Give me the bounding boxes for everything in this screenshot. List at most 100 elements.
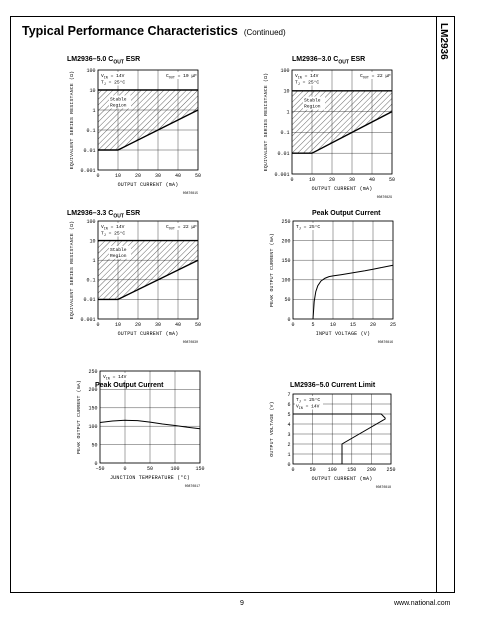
figure-code: 00870816 (378, 340, 393, 344)
y-axis-label: PEAK OUTPUT CURRENT (mA) (269, 233, 275, 307)
x-tick-label: 10 (330, 322, 336, 328)
annotation-bg (102, 373, 130, 380)
x-tick-label: 40 (175, 322, 181, 328)
x-tick-label: 0 (96, 322, 99, 328)
annotation-bg (165, 223, 197, 230)
lower-boundary (292, 110, 393, 154)
x-tick-label: 20 (135, 322, 141, 328)
annotation: TJ = 25°C (295, 80, 319, 87)
y-tick-label: 0.001 (80, 317, 95, 323)
x-tick-label: 25 (390, 322, 396, 328)
region-label-bg (109, 95, 131, 109)
region-label: Stable (110, 96, 127, 102)
series-line (312, 264, 394, 320)
region-label-bg (109, 245, 131, 259)
y-tick-label: 0.001 (274, 172, 289, 178)
annotation-bg (295, 223, 323, 230)
y-tick-label: 100 (86, 219, 95, 225)
section-title: Typical Performance Characteristics (Cont… (22, 24, 286, 38)
annotation: TJ = 25°C (101, 231, 125, 238)
annotation-bg (100, 78, 128, 86)
region-label: Region (110, 253, 127, 259)
annotation-right: COUT = 10 μF (166, 73, 197, 80)
x-tick-label: 10 (115, 173, 121, 179)
chart-title-4: Peak Output Current (312, 210, 381, 217)
y-tick-label: 4 (287, 422, 290, 428)
x-tick-label: 250 (386, 467, 395, 473)
annotation-bg (294, 78, 322, 86)
annotation-bg (100, 223, 128, 230)
y-tick-label: 6 (287, 402, 290, 408)
chart-title-3: LM2936–3.3 COUT ESR (67, 210, 141, 220)
figure-code: 00870829 (377, 195, 392, 199)
y-tick-label: 0.1 (86, 128, 95, 134)
y-tick-label: 1 (287, 452, 290, 458)
region-label-bg (303, 96, 325, 110)
x-tick-label: 50 (195, 173, 201, 179)
plot-frame (97, 69, 199, 171)
y-tick-label: 0.001 (80, 168, 95, 174)
side-tab: LM2936 (437, 16, 455, 593)
chart-title-6: LM2936–5.0 Current Limit (290, 382, 376, 389)
x-tick-label: 0 (291, 322, 294, 328)
x-tick-label: 20 (329, 177, 335, 183)
x-tick-label: −50 (95, 466, 104, 472)
y-tick-label: 1 (286, 109, 289, 115)
figure-code: 00870830 (183, 340, 198, 344)
plot-frame (292, 220, 394, 320)
plot-frame (291, 69, 393, 175)
chart-title-2: LM2936–3.0 COUT ESR (292, 56, 366, 66)
annotation: TJ = 25°C (101, 80, 125, 87)
annotation: VIN = 14V (103, 374, 127, 381)
x-axis-label: OUTPUT CURRENT (mA) (118, 331, 179, 337)
y-tick-label: 250 (281, 219, 290, 225)
y-tick-label: 150 (88, 406, 97, 412)
annotation-bg (295, 402, 323, 410)
region-label: Stable (110, 247, 127, 253)
x-tick-label: 100 (170, 466, 179, 472)
section-title-text: Typical Performance Characteristics (22, 24, 238, 38)
annotation: VIN = 14V (101, 224, 125, 231)
y-tick-label: 100 (86, 68, 95, 74)
annotation: VIN = 14V (101, 73, 125, 80)
y-tick-label: 3 (287, 432, 290, 438)
y-axis-label: OUTPUT VOLTAGE (V) (269, 401, 275, 456)
x-tick-label: 50 (195, 322, 201, 328)
x-tick-label: 40 (175, 173, 181, 179)
chart-peak-vs-temp: VIN = 14V −50 0 50 100 150 0 50 100 150 200 250 JUNC… (20, 368, 220, 498)
region-label: Region (304, 104, 321, 110)
y-tick-label: 0 (287, 462, 290, 468)
y-tick-label: 0.01 (83, 148, 95, 154)
x-tick-label: 100 (328, 467, 337, 473)
x-tick-label: 150 (195, 466, 204, 472)
figure-code: 00870818 (376, 485, 391, 489)
annotation-bg (295, 396, 323, 403)
annotation: VIN = 14V (295, 73, 319, 80)
x-tick-label: 10 (309, 177, 315, 183)
y-tick-label: 0.01 (83, 297, 95, 303)
y-tick-label: 0 (94, 461, 97, 467)
y-tick-label: 250 (88, 369, 97, 375)
x-axis-label: OUTPUT CURRENT (mA) (118, 182, 179, 188)
plot-frame (97, 220, 199, 320)
page-number: 9 (240, 600, 244, 607)
chart-esr-3v3: Stable Region VIN = 14V TJ = 25°C COUT = 22 … (20, 218, 220, 368)
x-tick-label: 15 (350, 322, 356, 328)
x-tick-label: 40 (369, 177, 375, 183)
y-tick-label: 10 (89, 88, 95, 94)
x-axis-label: OUTPUT CURRENT (mA) (312, 186, 373, 192)
figure-code: 00870817 (185, 484, 200, 488)
x-tick-label: 20 (135, 173, 141, 179)
x-tick-label: 150 (347, 467, 356, 473)
page-frame (10, 16, 437, 593)
plot-frame (99, 370, 201, 464)
x-tick-label: 10 (115, 322, 121, 328)
y-tick-label: 10 (283, 89, 289, 95)
x-tick-label: 0 (291, 467, 294, 473)
x-tick-label: 0 (96, 173, 99, 179)
footer-url: www.national.com (394, 600, 451, 607)
y-tick-label: 200 (281, 238, 290, 244)
lower-boundary (98, 109, 199, 151)
x-tick-label: 50 (310, 467, 316, 473)
x-tick-label: 200 (367, 467, 376, 473)
